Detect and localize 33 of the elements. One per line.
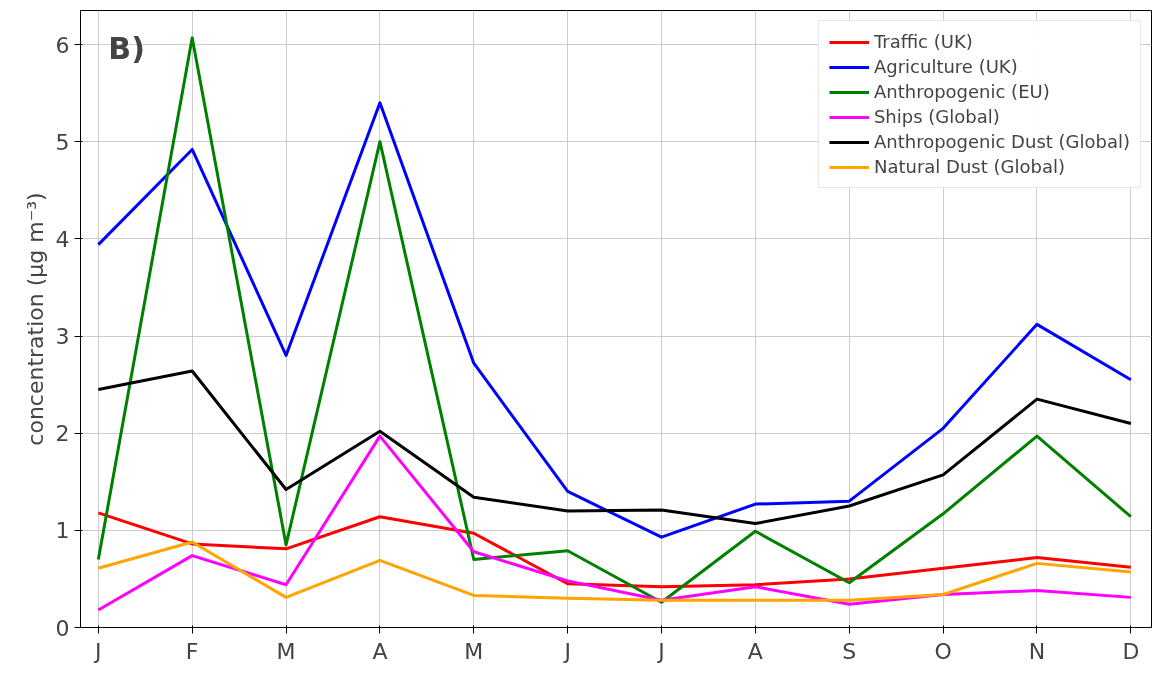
line-series bbox=[96, 511, 1133, 589]
legend-label: Agriculture (UK) bbox=[873, 56, 1018, 77]
y-tick-label: 1 bbox=[55, 518, 70, 544]
line-series bbox=[96, 540, 1133, 602]
y-tick-label: 4 bbox=[55, 226, 70, 252]
legend-label: Anthropogenic Dust (Global) bbox=[873, 131, 1130, 152]
legend-label: Traffic (UK) bbox=[873, 31, 973, 52]
legend-label: Natural Dust (Global) bbox=[873, 156, 1065, 177]
x-tick-label: S bbox=[842, 638, 857, 664]
y-tick-label: 2 bbox=[55, 421, 70, 447]
x-tick-label: M bbox=[464, 638, 484, 664]
line-series bbox=[96, 369, 1133, 526]
line-series bbox=[96, 434, 1133, 612]
x-tick-label: M bbox=[276, 638, 296, 664]
x-tick-label: J bbox=[93, 638, 102, 664]
text: B) bbox=[108, 30, 145, 66]
y-tick-label: 0 bbox=[55, 615, 70, 641]
x-tick-label: F bbox=[185, 638, 199, 664]
legend-label: Ships (Global) bbox=[873, 106, 1000, 127]
x-tick-label: D bbox=[1122, 638, 1140, 664]
legend-label: Anthropogenic (EU) bbox=[873, 81, 1050, 102]
line-series bbox=[96, 101, 1133, 539]
y-tick-label: 6 bbox=[55, 32, 70, 58]
x-tick-label: A bbox=[747, 638, 763, 664]
line-series bbox=[96, 36, 1133, 604]
y-axis-title: concentration (μg m⁻³) bbox=[22, 192, 48, 446]
x-tick-label: J bbox=[656, 638, 665, 664]
x-tick-label: J bbox=[562, 638, 571, 664]
x-tick-label: N bbox=[1028, 638, 1046, 664]
y-tick-label: 3 bbox=[55, 324, 70, 349]
x-tick-label: A bbox=[372, 638, 388, 664]
x-tick-label: O bbox=[934, 638, 952, 664]
y-tick-label: 5 bbox=[55, 129, 70, 155]
